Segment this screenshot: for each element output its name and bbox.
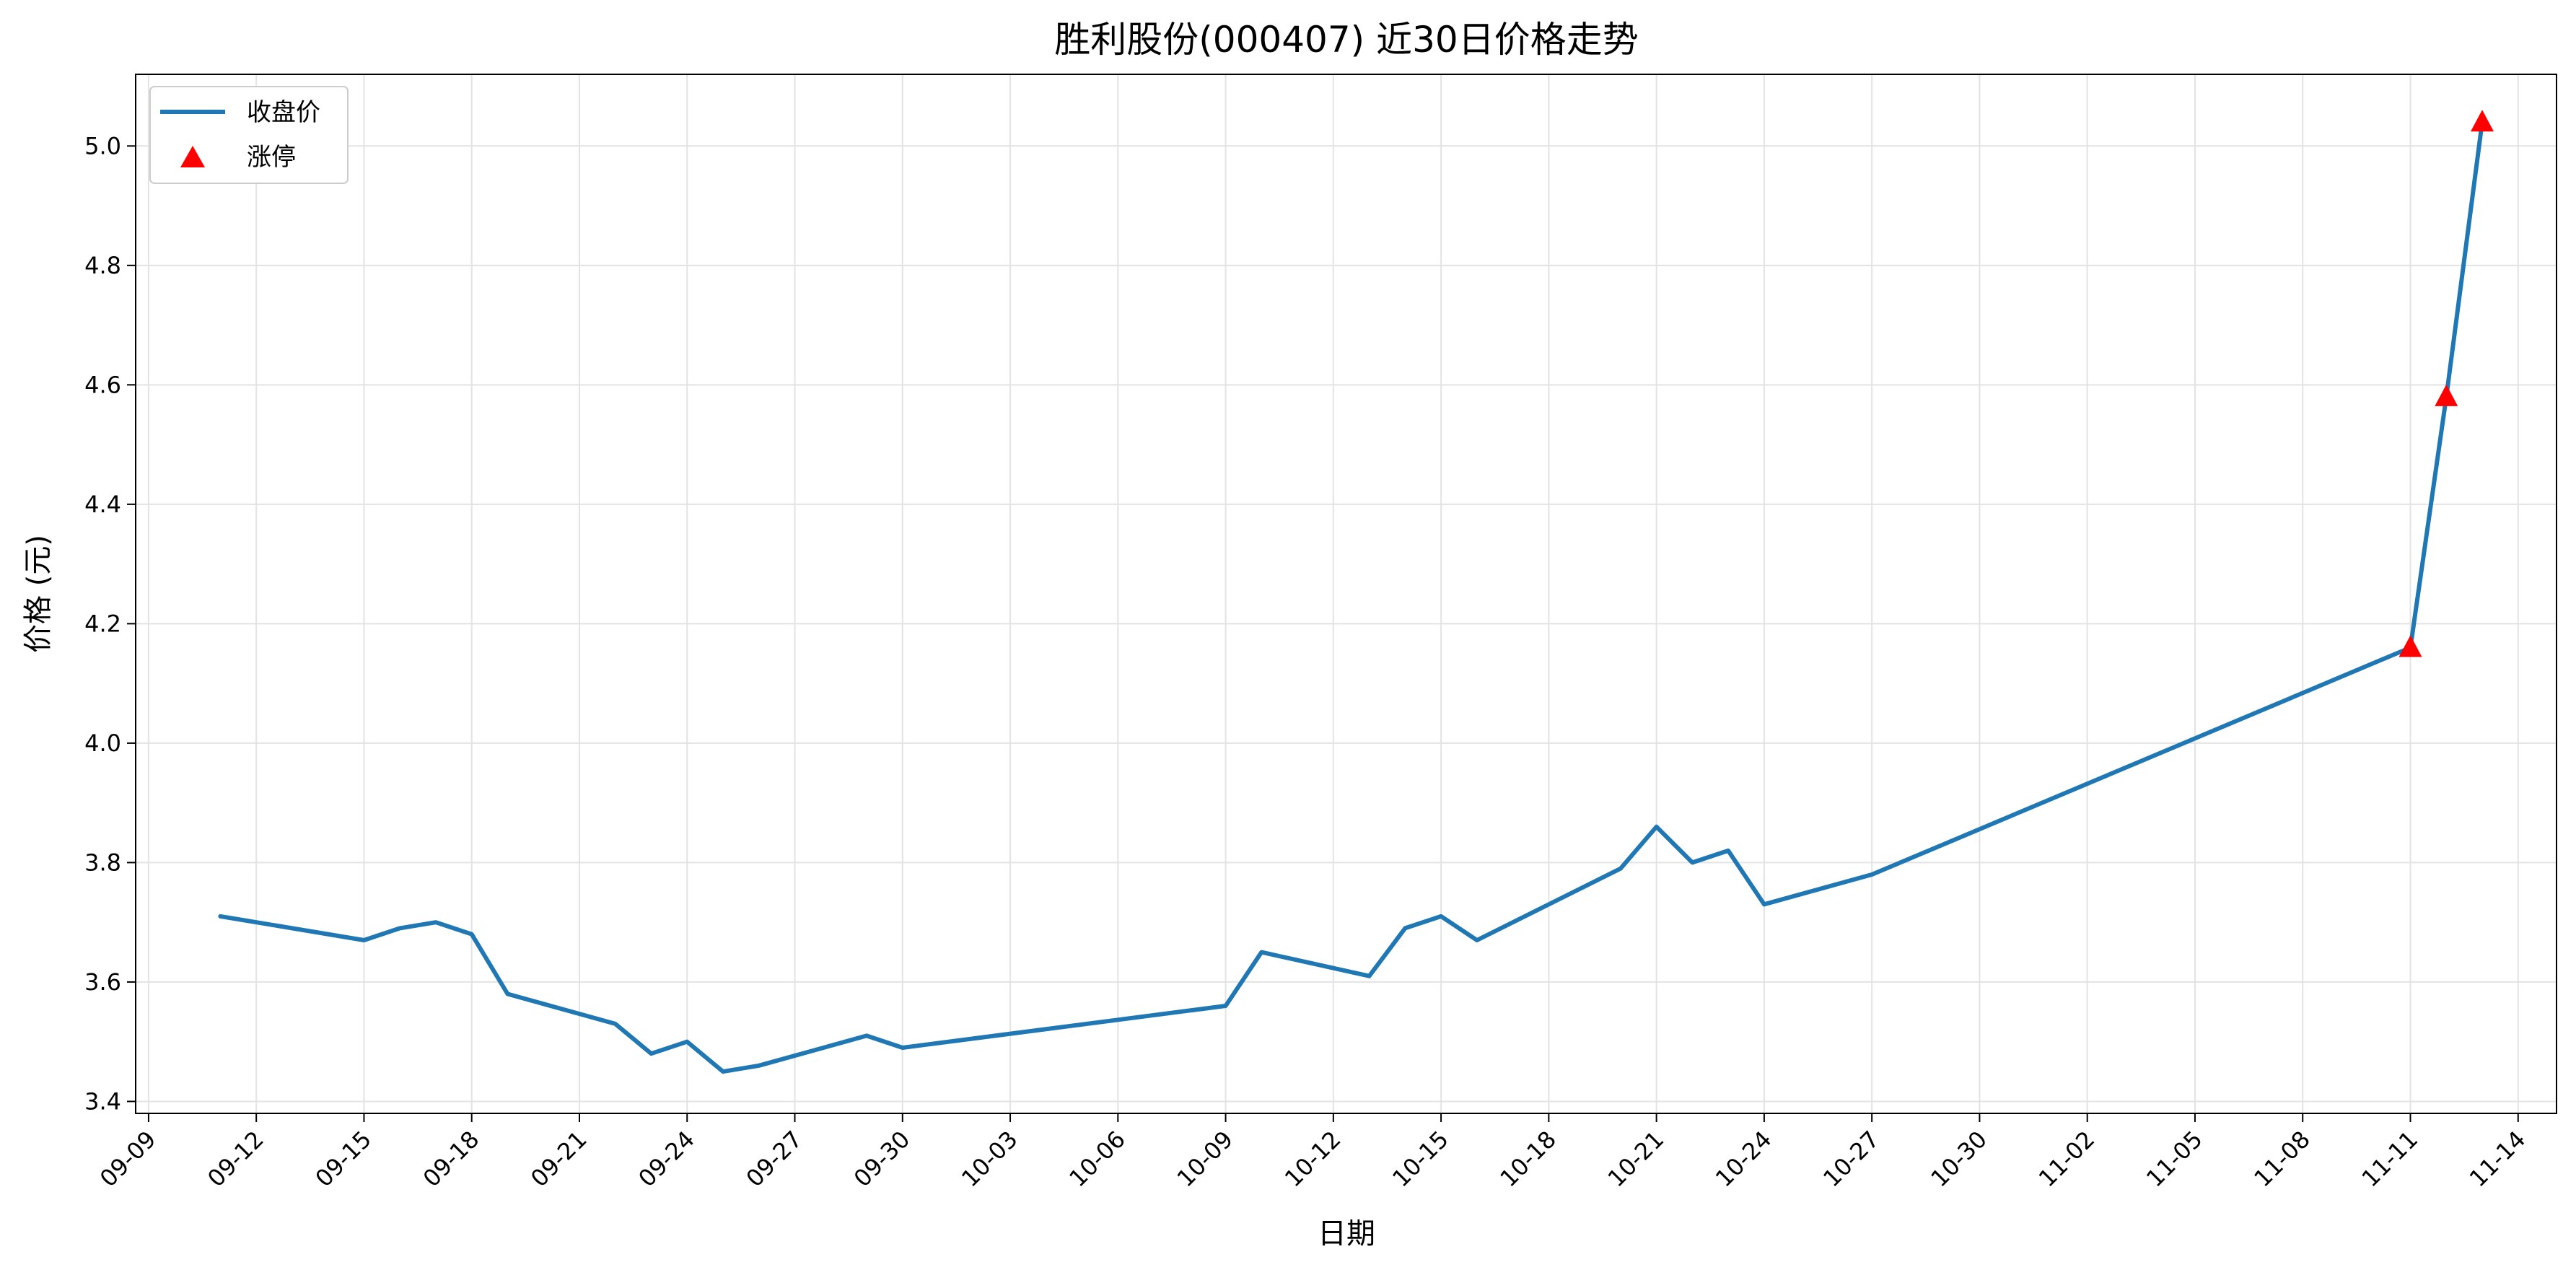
legend-triangle-swatch — [180, 146, 205, 167]
legend-label-close: 收盘价 — [247, 98, 320, 127]
y-tick-label: 4.6 — [84, 371, 121, 398]
legend-label-limit-up: 涨停 — [247, 143, 296, 172]
limit-up-marker — [2435, 384, 2458, 406]
y-axis: 3.4 3.6 3.8 4.0 4.2 4.4 4.6 4.8 5.0 — [84, 132, 136, 1115]
y-tick-label: 4.2 — [84, 610, 121, 637]
y-tick-label: 5.0 — [84, 132, 121, 159]
limit-up-marker — [2471, 110, 2494, 132]
y-tick-label: 3.6 — [84, 968, 121, 996]
x-axis-label: 日期 — [1318, 1217, 1375, 1250]
plot-area-frame — [135, 74, 2557, 1114]
close-price-line — [218, 120, 2484, 1074]
chart-title: 胜利股份(000407) 近30日价格走势 — [1054, 19, 1638, 61]
grid-lines — [136, 74, 2557, 1113]
y-tick-label: 3.8 — [84, 849, 121, 876]
y-tick-label: 3.4 — [84, 1087, 121, 1115]
y-tick-label: 4.8 — [84, 252, 121, 279]
series-layer — [218, 110, 2494, 1074]
limit-up-marker — [2398, 635, 2422, 657]
y-axis-label: 价格 (元) — [22, 535, 55, 653]
y-tick-label: 4.4 — [84, 491, 121, 518]
y-tick-label: 4.0 — [84, 729, 121, 757]
legend: 收盘价 涨停 — [149, 86, 349, 184]
